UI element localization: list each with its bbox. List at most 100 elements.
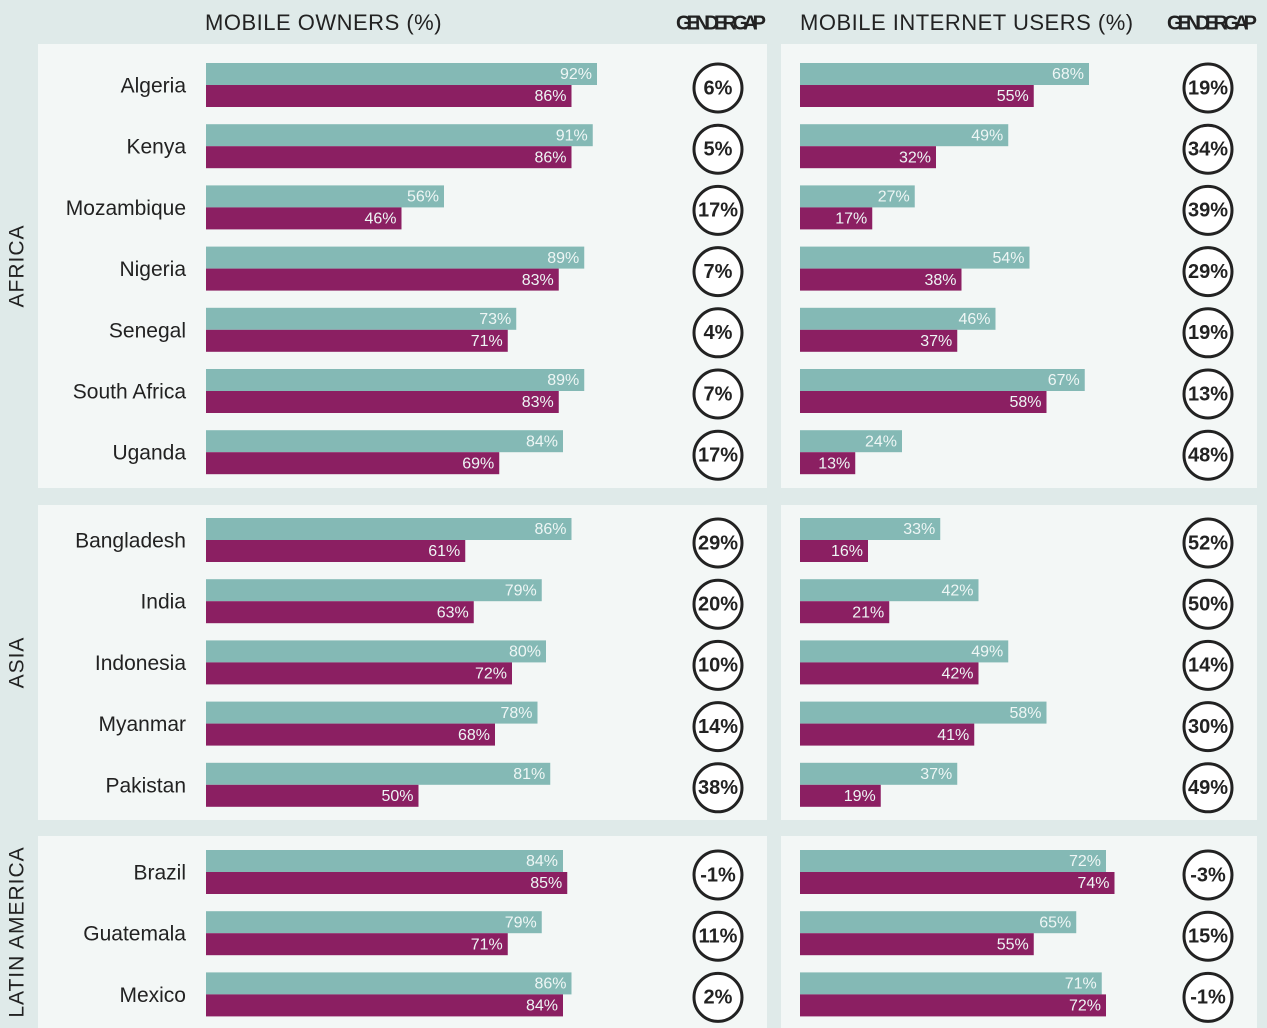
- gap-header: GENDER GAP: [676, 12, 766, 34]
- bar: [800, 972, 1102, 995]
- bar: [800, 850, 1106, 872]
- gap-label: 19%: [1188, 77, 1228, 99]
- gap-label: 7%: [704, 261, 733, 283]
- value-label: 38%: [924, 272, 956, 289]
- value-label: 72%: [1069, 998, 1101, 1015]
- value-label: 61%: [428, 543, 460, 560]
- gap-label: 15%: [1188, 925, 1228, 947]
- category-label: Mexico: [119, 984, 186, 1007]
- bar: [800, 246, 1030, 269]
- value-label: 49%: [971, 127, 1003, 144]
- bar: [800, 640, 1009, 663]
- gap-label: -3%: [1190, 864, 1226, 886]
- bar: [206, 452, 500, 475]
- bar: [800, 994, 1106, 1017]
- value-label: 54%: [992, 250, 1024, 267]
- bar: [206, 933, 508, 956]
- value-label: 41%: [937, 727, 969, 744]
- value-label: 33%: [903, 521, 935, 538]
- bar: [800, 662, 979, 685]
- bar: [206, 146, 572, 169]
- region-label: LATIN AMERICA: [6, 846, 29, 1017]
- bar: [206, 662, 512, 685]
- value-label: 86%: [534, 88, 566, 105]
- bar: [206, 872, 568, 894]
- value-label: 71%: [471, 936, 503, 953]
- value-label: 83%: [522, 272, 554, 289]
- bar: [206, 246, 585, 269]
- value-label: 56%: [407, 189, 439, 206]
- gap-circle: [692, 971, 744, 1023]
- bar: [206, 601, 474, 624]
- gap-label: 17%: [698, 444, 738, 466]
- bar: [800, 911, 1077, 934]
- gap-label: 13%: [1188, 383, 1228, 405]
- value-label: 69%: [462, 455, 494, 472]
- value-label: 55%: [997, 936, 1029, 953]
- value-label: 17%: [835, 211, 867, 228]
- value-label: 58%: [1009, 705, 1041, 722]
- gap-label: -1%: [700, 864, 736, 886]
- gap-circle: [692, 184, 744, 236]
- bar: [206, 268, 559, 291]
- bar: [800, 933, 1034, 956]
- bar: [206, 701, 538, 724]
- value-label: 81%: [513, 766, 545, 783]
- category-label: Uganda: [112, 442, 186, 465]
- gap-circle: [692, 639, 744, 691]
- gap-circle: [692, 517, 744, 569]
- gap-label: 29%: [698, 532, 738, 554]
- gap-circle: [1182, 971, 1234, 1023]
- bar: [800, 268, 962, 291]
- value-label: 32%: [899, 149, 931, 166]
- gap-label: 20%: [698, 593, 738, 615]
- value-label: 46%: [364, 211, 396, 228]
- gap-label: 11%: [699, 925, 738, 947]
- bar: [800, 540, 868, 562]
- gap-label: 39%: [1188, 200, 1228, 222]
- gap-circle: [1182, 701, 1234, 753]
- value-label: 55%: [997, 88, 1029, 105]
- bar: [206, 784, 419, 807]
- gap-circle: [692, 123, 744, 175]
- value-label: 91%: [556, 127, 588, 144]
- value-label: 24%: [865, 433, 897, 450]
- gap-circle: [692, 246, 744, 298]
- gap-circle: [1182, 123, 1234, 175]
- value-label: 74%: [1077, 875, 1109, 892]
- gap-circle: [692, 762, 744, 814]
- value-label: 72%: [1069, 853, 1101, 870]
- gap-circle: [1182, 762, 1234, 814]
- value-label: 79%: [505, 914, 537, 931]
- gap-label: 50%: [1188, 593, 1228, 615]
- gap-circle: [1182, 517, 1234, 569]
- internet-header: MOBILE INTERNET USERS (%): [800, 10, 1134, 35]
- value-label: 71%: [471, 333, 503, 350]
- bar: [206, 369, 585, 391]
- bar: [800, 784, 881, 807]
- bar: [206, 972, 572, 995]
- gap-label: 49%: [1188, 777, 1228, 799]
- bar: [800, 369, 1085, 391]
- value-label: 68%: [1052, 66, 1084, 83]
- category-label: Guatemala: [83, 923, 186, 946]
- bar: [206, 329, 508, 352]
- bar: [800, 329, 958, 352]
- bar: [800, 452, 856, 475]
- value-label: 49%: [971, 644, 1003, 661]
- gap-label: 14%: [698, 716, 738, 738]
- bar: [206, 723, 495, 746]
- value-label: 16%: [831, 543, 863, 560]
- category-label: Indonesia: [95, 652, 186, 675]
- gap-circle: [1182, 849, 1234, 901]
- value-label: 37%: [920, 333, 952, 350]
- value-label: 68%: [458, 727, 490, 744]
- value-label: 89%: [547, 250, 579, 267]
- category-label: South Africa: [73, 381, 187, 404]
- value-label: 71%: [1065, 976, 1097, 993]
- bar: [800, 85, 1034, 107]
- value-label: 83%: [522, 394, 554, 411]
- bar: [206, 307, 517, 330]
- value-label: 21%: [852, 604, 884, 621]
